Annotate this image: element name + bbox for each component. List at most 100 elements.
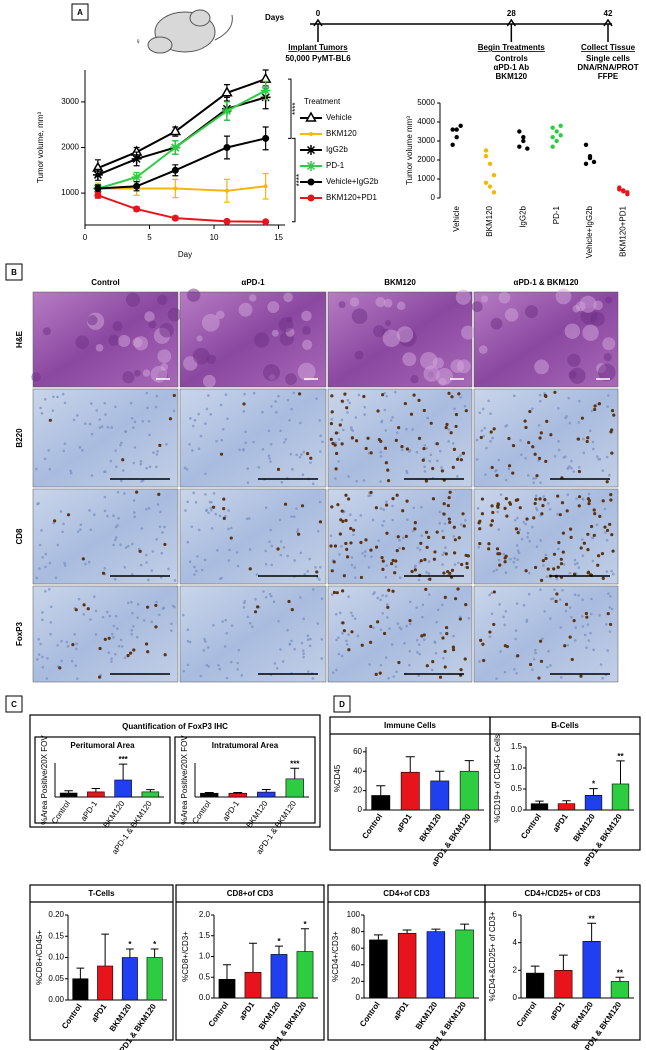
nucleus [505,424,509,427]
stained-cell [438,675,443,679]
nucleus [380,420,383,424]
marker [171,166,179,174]
tissue-patch [134,369,141,377]
legend-title: Treatment [304,97,341,106]
nucleus [146,406,149,410]
data-point [550,144,555,149]
nucleus [133,446,137,449]
x-tick-label: aPD1 [548,1000,567,1022]
nucleus [48,561,52,565]
nucleus [337,438,341,441]
nucleus [114,465,118,468]
stained-cell [528,409,532,414]
micrograph [32,488,179,585]
error-bar [435,770,445,781]
nucleus [504,571,508,574]
stained-cell [350,630,354,634]
stained-cell [354,439,359,443]
nucleus [408,600,412,604]
stained-cell [340,399,344,403]
tissue-patch [167,307,182,322]
nucleus [604,623,608,626]
y-tick-label: 1.5 [199,931,211,940]
stained-cell [146,605,150,609]
nucleus [379,455,383,458]
nucleus [51,409,55,412]
nucleus [321,440,324,444]
nucleus [254,597,257,601]
nucleus [377,539,381,543]
nucleus [441,553,444,557]
nucleus [195,569,198,573]
stained-cell [461,451,466,455]
stained-cell [605,528,610,533]
nucleus [429,453,433,457]
series-line [97,96,266,176]
tissue-patch [555,288,572,305]
nucleus [192,491,196,495]
tissue-patch [598,363,616,382]
nucleus [350,611,353,615]
chart-title: T-Cells [88,889,115,898]
stained-cell [466,554,470,558]
nucleus [288,642,292,646]
nucleus [488,593,491,597]
nucleus [559,676,563,679]
nucleus [576,561,579,565]
tissue-patch [271,329,279,337]
stained-cell [329,422,334,426]
stained-cell [556,494,560,498]
stained-cell [511,471,515,475]
stained-cell [405,447,410,451]
nucleus [603,507,607,511]
error-bar [126,948,134,958]
nucleus [318,578,321,581]
nucleus [90,402,93,405]
nucleus [495,469,498,472]
significance-label: * [303,920,307,929]
nucleus [582,437,585,441]
tissue-patch [144,311,155,322]
bar [296,951,314,999]
error-bar [535,800,544,804]
nucleus [52,395,55,399]
panel-label: C [11,700,17,709]
nucleus [580,538,584,541]
nucleus [434,651,438,655]
nucleus [120,441,123,445]
nucleus [117,516,120,520]
nucleus [145,553,148,557]
stained-cell [144,642,149,646]
nucleus [218,514,222,518]
nucleus [41,555,44,559]
stained-cell [504,554,508,558]
nucleus [495,568,499,572]
nucleus [39,406,42,410]
nucleus [159,510,162,514]
nucleus [512,560,516,564]
nucleus [183,466,187,470]
nucleus [38,543,42,547]
data-point [483,154,489,159]
nucleus [130,628,134,632]
stained-cell [596,563,600,567]
nucleus [87,560,91,564]
significance-label: * [153,940,157,949]
stained-cell [342,574,346,578]
nucleus [126,601,130,605]
column-header: αPD-1 [241,278,265,287]
stained-cell [344,518,348,523]
stained-cell [344,541,348,546]
legend-label: IgG2b [326,145,348,154]
nucleus [293,559,296,562]
nucleus [555,577,559,581]
nucleus [252,391,256,395]
tissue-patch [490,317,503,330]
nucleus [296,528,300,531]
stained-cell [489,430,493,434]
stained-cell [283,502,288,506]
nucleus [98,418,102,421]
stained-cell [381,559,385,563]
x-tick-label: Control [207,1000,231,1028]
nucleus [340,545,343,548]
